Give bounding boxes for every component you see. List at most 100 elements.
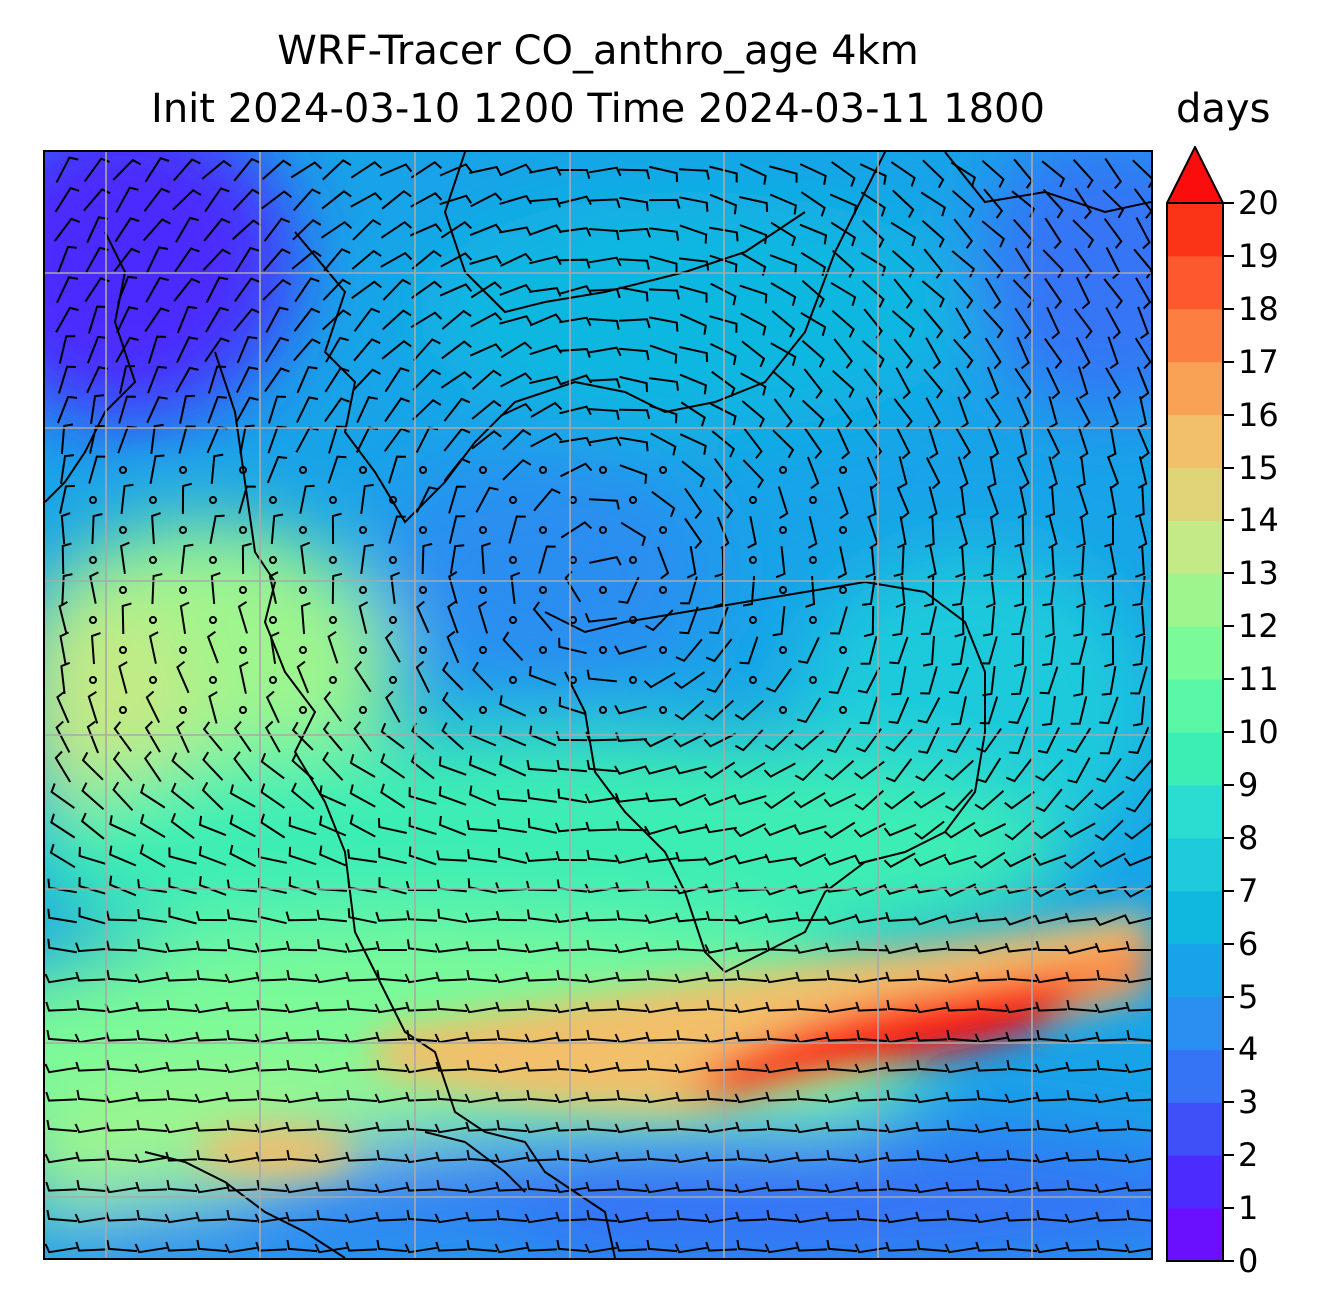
wind-barb (645, 941, 678, 952)
wind-barb (136, 1119, 168, 1133)
calm-wind-marker (749, 616, 757, 624)
wind-barb (865, 546, 876, 578)
wind-barb (794, 1123, 827, 1134)
wind-barb (495, 910, 528, 922)
wind-barb (1035, 1091, 1068, 1102)
wind-barb (1101, 606, 1117, 636)
wind-barb (288, 876, 317, 896)
calm-wind-marker (239, 526, 247, 534)
wind-barb (831, 310, 855, 338)
wind-barb (1126, 1119, 1151, 1132)
wind-barb (1104, 575, 1115, 608)
colorbar-bin (1167, 626, 1223, 680)
wind-barb (196, 969, 228, 983)
wind-barb (256, 999, 288, 1013)
wind-barb (983, 545, 995, 577)
wind-barb (385, 690, 401, 723)
wind-barb (1048, 396, 1058, 429)
wind-barb (588, 408, 620, 420)
calm-wind-marker (539, 646, 547, 654)
wind-barb (202, 248, 231, 271)
wind-barb (866, 486, 877, 519)
wind-barb (674, 765, 707, 775)
wind-barb (705, 638, 733, 663)
wind-barb (705, 971, 738, 982)
wind-barb (345, 1151, 378, 1162)
wind-barb (713, 488, 734, 519)
wind-barb (1136, 366, 1150, 400)
wind-barb (299, 484, 315, 514)
wind-barb (409, 223, 443, 237)
wind-barb (1005, 1211, 1038, 1222)
wind-barb (528, 666, 557, 686)
wind-barb (706, 1089, 738, 1103)
wind-barb (713, 458, 733, 489)
wind-barb (830, 221, 856, 247)
wind-barb (1096, 1059, 1128, 1073)
wind-barb (469, 343, 503, 357)
wind-barb (150, 423, 164, 455)
wind-barb (794, 944, 827, 954)
wind-barb (538, 545, 556, 574)
wind-barb (495, 1001, 528, 1012)
wind-barb (981, 159, 1005, 188)
wind-barb (316, 1209, 348, 1223)
wind-barb (318, 845, 347, 867)
wind-barb (106, 969, 138, 983)
colorbar-bin (1167, 308, 1223, 363)
wind-barb (679, 606, 699, 635)
wind-barb (83, 157, 110, 182)
wind-barb (1132, 635, 1146, 667)
wind-barb (469, 165, 502, 176)
wind-barb (798, 636, 820, 664)
wind-barb (796, 999, 828, 1013)
wind-barb (980, 636, 998, 665)
wind-barb (703, 854, 737, 866)
wind-barb (195, 910, 228, 922)
wind-barb (436, 850, 468, 862)
wind-barb (406, 1119, 438, 1133)
wind-barb (530, 432, 563, 448)
wind-barb (739, 636, 759, 665)
wind-barb (644, 609, 674, 632)
wind-barb (142, 218, 171, 242)
colorbar-bin (1167, 784, 1223, 839)
calm-wind-marker (269, 556, 277, 564)
wind-barb (496, 1119, 528, 1133)
wind-barb (149, 454, 165, 484)
wind-barb (238, 661, 249, 694)
wind-barb (831, 161, 856, 187)
wind-barb (90, 632, 101, 665)
wind-barb (885, 911, 918, 922)
wind-barb (164, 1123, 197, 1134)
wind-barb (256, 1089, 288, 1103)
wind-barb (614, 1033, 647, 1044)
wind-barb (765, 1091, 798, 1102)
wind-barb (1099, 696, 1119, 725)
wind-barb (974, 1213, 1007, 1224)
wind-barb (764, 729, 794, 751)
calm-wind-marker (419, 586, 427, 594)
wind-barb (954, 605, 965, 638)
wind-barb (772, 605, 786, 637)
wind-barb (525, 971, 558, 982)
wind-barb (165, 971, 198, 982)
colorbar-tick-mark (1224, 360, 1234, 363)
wind-barb (951, 250, 976, 278)
wind-barb (350, 161, 383, 179)
wind-barb (145, 690, 161, 724)
wind-barb (734, 729, 764, 752)
wind-barb (284, 1003, 317, 1014)
wind-barb (234, 246, 260, 273)
wind-barb (974, 1123, 1007, 1134)
wind-barb (1003, 852, 1037, 868)
wind-barb (928, 486, 938, 519)
wind-barb (60, 454, 75, 485)
wind-barb (78, 846, 107, 866)
calm-wind-marker (509, 616, 517, 624)
wind-barb (232, 188, 261, 211)
wind-barb (914, 1183, 947, 1194)
wind-barb (434, 943, 468, 953)
wind-barb (679, 373, 707, 395)
wind-barb (294, 277, 320, 303)
